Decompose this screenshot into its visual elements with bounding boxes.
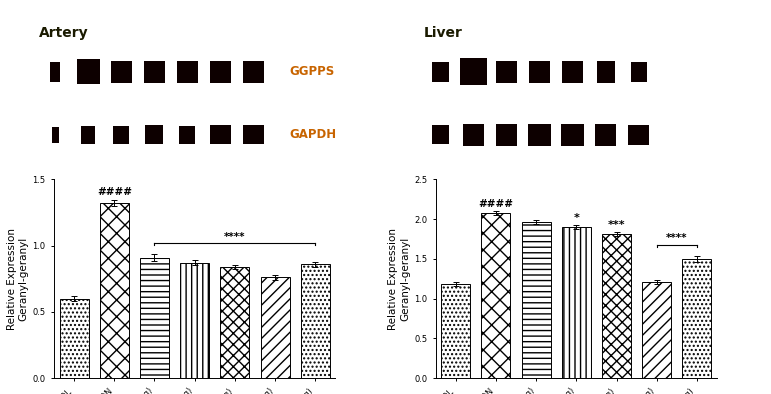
Text: *: * [574, 213, 579, 223]
Bar [221, 267, 249, 378]
Bar [243, 125, 264, 145]
Bar [497, 124, 517, 146]
Bar [261, 277, 290, 378]
Bar [433, 62, 449, 82]
Bar [631, 62, 647, 82]
Text: Artery: Artery [39, 26, 88, 40]
Bar [602, 234, 631, 378]
Bar [597, 61, 615, 83]
Text: GGPPS: GGPPS [289, 65, 335, 78]
Y-axis label: Relative Expression
Geranyl-geranyl: Relative Expression Geranyl-geranyl [7, 228, 29, 330]
Bar [140, 258, 169, 378]
Bar [243, 61, 264, 83]
Bar [99, 203, 129, 378]
Text: ****: **** [666, 234, 688, 243]
Bar [111, 61, 132, 83]
Text: ####: #### [479, 199, 513, 209]
Bar [113, 126, 130, 144]
Bar [301, 264, 330, 378]
Bar [177, 61, 197, 83]
Bar [59, 299, 89, 378]
Bar [463, 124, 484, 146]
Bar [682, 259, 712, 378]
Bar [76, 59, 99, 84]
Bar [81, 126, 95, 143]
Bar [179, 126, 195, 144]
Bar [441, 284, 470, 378]
Bar [529, 61, 550, 83]
Bar [628, 125, 649, 145]
Bar [433, 125, 449, 145]
Bar [210, 61, 231, 83]
Bar [497, 61, 517, 83]
Text: ####: #### [97, 186, 132, 197]
Bar [210, 125, 231, 145]
Bar [481, 213, 510, 378]
Bar [561, 124, 584, 146]
Bar [145, 125, 163, 145]
Text: ****: **** [224, 232, 246, 242]
Text: ***: *** [608, 220, 625, 230]
Bar [52, 127, 59, 143]
Y-axis label: Relative Expression
Geranyl-geranyl: Relative Expression Geranyl-geranyl [389, 228, 410, 330]
Bar [528, 124, 551, 146]
Bar [460, 58, 487, 85]
Bar [180, 263, 209, 378]
Bar [50, 62, 59, 82]
Bar [562, 227, 591, 378]
Bar [143, 61, 164, 83]
Bar [642, 282, 672, 378]
Bar [595, 124, 616, 146]
Bar [522, 222, 550, 378]
Text: Liver: Liver [424, 26, 463, 40]
Text: GAPDH: GAPDH [289, 128, 336, 141]
Bar [562, 61, 583, 83]
